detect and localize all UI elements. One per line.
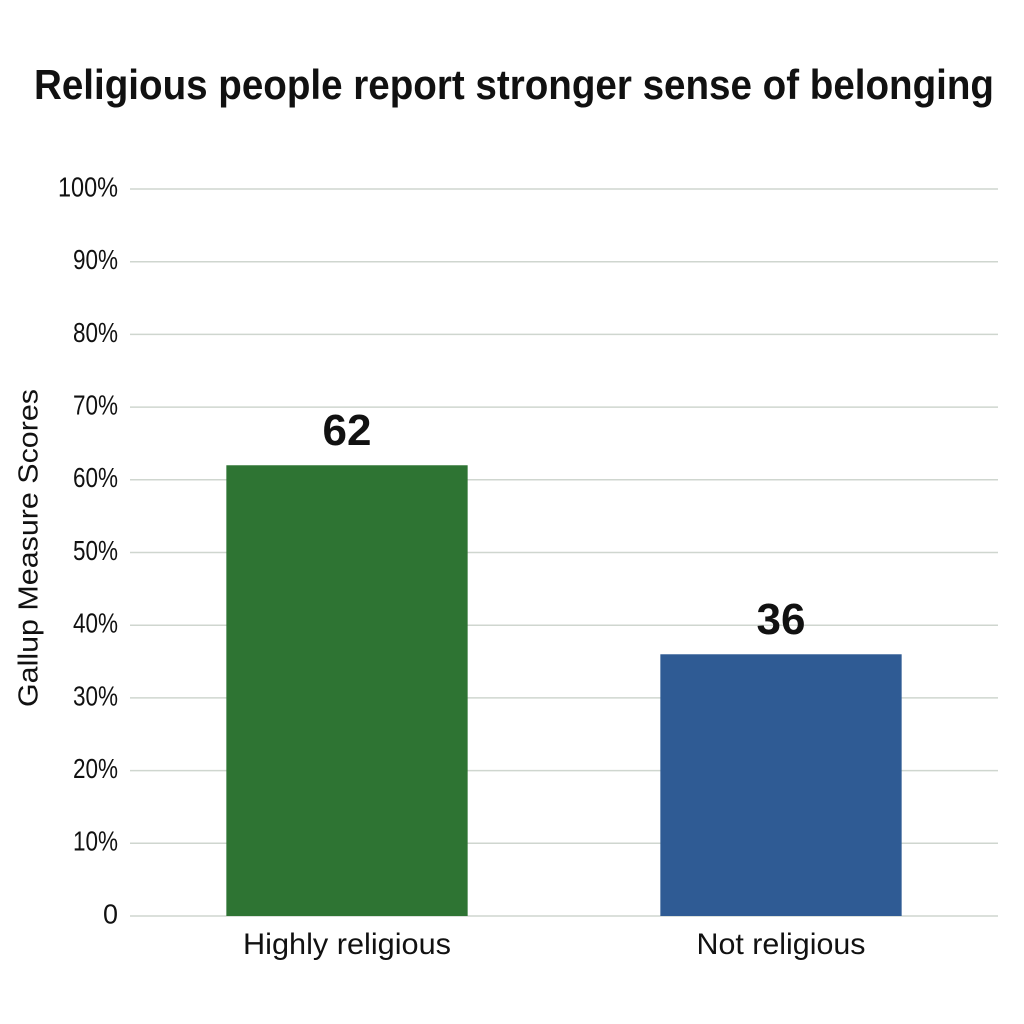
x-tick-label: Not religious [697, 928, 866, 961]
y-tick-label: 40% [73, 608, 118, 639]
y-tick-label: 10% [73, 826, 118, 857]
y-tick-label: 0 [103, 898, 118, 929]
y-tick-label: 30% [73, 680, 118, 711]
chart-title: Religious people report stronger sense o… [34, 61, 994, 108]
bar [660, 654, 902, 916]
y-tick-label: 60% [73, 462, 118, 493]
y-tick-label: 20% [73, 753, 118, 784]
y-tick-label: 50% [73, 535, 118, 566]
data-label: 36 [757, 595, 806, 644]
y-axis-label: Gallup Measure Scores [12, 389, 43, 707]
bar [226, 465, 468, 916]
x-tick-label: Highly religious [243, 928, 451, 961]
data-label: 62 [323, 406, 372, 455]
y-tick-label: 70% [73, 389, 118, 420]
y-tick-label: 100% [58, 171, 118, 202]
y-tick-label: 80% [73, 317, 118, 348]
y-tick-label: 90% [73, 244, 118, 275]
